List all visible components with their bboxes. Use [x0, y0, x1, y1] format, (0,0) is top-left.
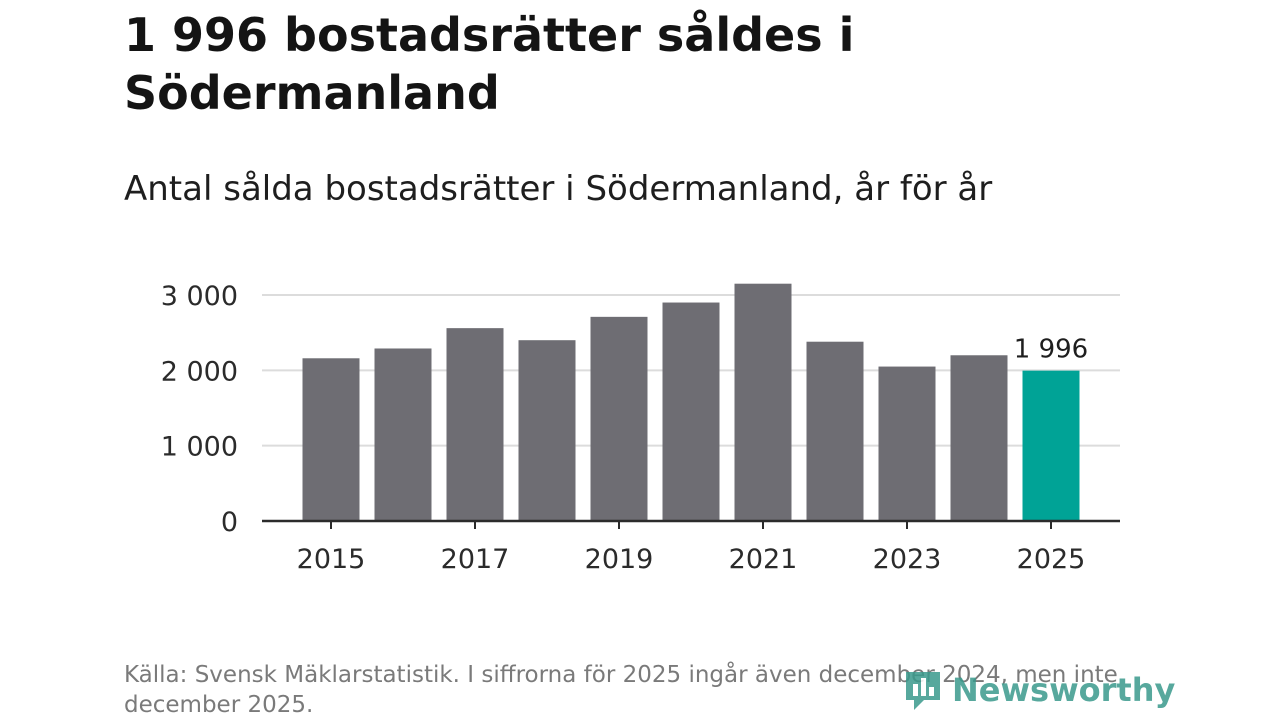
bar	[950, 355, 1008, 521]
x-tick-label: 2021	[729, 544, 798, 575]
x-tick-label: 2019	[585, 544, 654, 575]
chart-title: 1 996 bostadsrätter såldes i Södermanlan…	[124, 8, 855, 120]
bar	[590, 316, 648, 521]
bar	[302, 358, 360, 521]
x-tick-label: 2023	[873, 544, 942, 575]
newsworthy-logo-icon	[906, 672, 940, 710]
bar	[806, 341, 864, 521]
data-label: 1 996	[1014, 335, 1088, 365]
y-tick-label: 0	[221, 507, 238, 538]
bar	[518, 340, 576, 521]
bar	[734, 283, 792, 521]
y-tick-label: 3 000	[161, 281, 238, 312]
chart-subtitle: Antal sålda bostadsrätter i Södermanland…	[124, 169, 993, 209]
bar	[878, 366, 936, 521]
x-tick-label: 2017	[441, 544, 510, 575]
newsworthy-logo: Newsworthy	[902, 668, 1175, 712]
y-tick-label: 1 000	[161, 432, 238, 463]
x-tick-label: 2025	[1017, 544, 1086, 575]
x-tick-label: 2015	[297, 544, 366, 575]
source-note: Källa: Svensk Mäklarstatistik. I siffror…	[124, 662, 1118, 718]
bar	[1022, 370, 1080, 521]
y-tick-label: 2 000	[161, 356, 238, 387]
bar	[446, 328, 504, 521]
logo-text: Newsworthy	[952, 671, 1176, 709]
bar	[662, 302, 720, 521]
bar	[374, 348, 432, 521]
